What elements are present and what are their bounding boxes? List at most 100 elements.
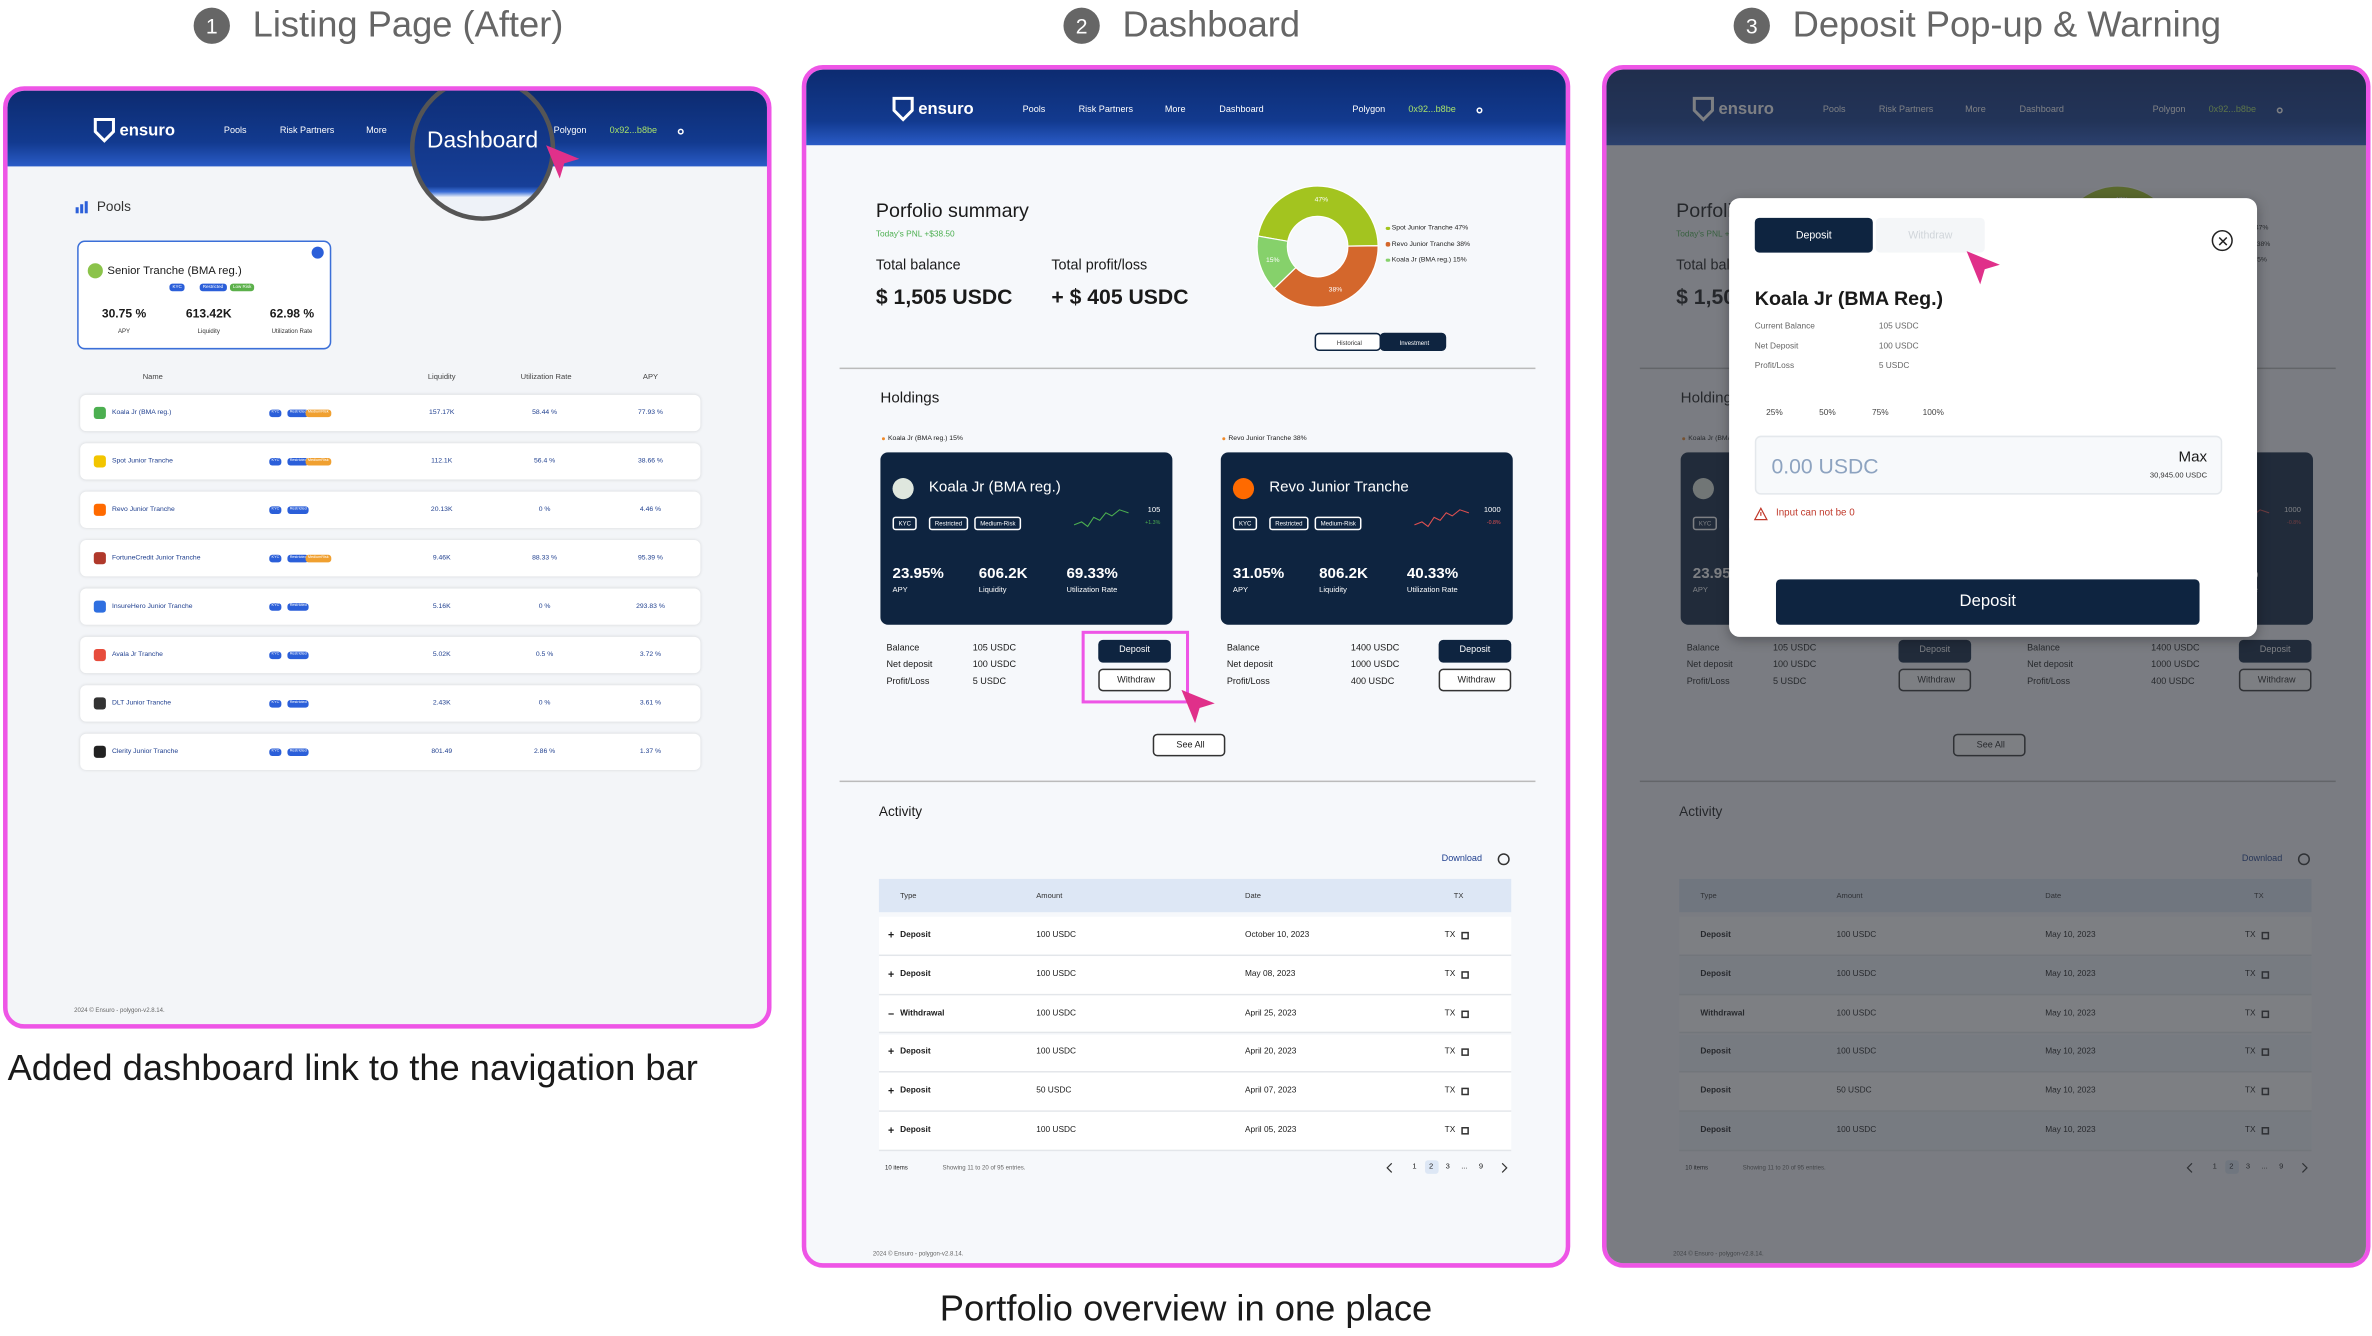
submit-button[interactable]: Deposit	[1775, 579, 2200, 625]
tag: Restricted	[287, 457, 310, 465]
detail-value: 105 USDC	[1878, 322, 1919, 332]
wallet: 0x92...b8be	[609, 127, 658, 137]
modal-tab[interactable]: Withdraw	[1875, 217, 1985, 253]
activity-date: May 08, 2023	[1245, 969, 1296, 979]
amount-input[interactable]: 0.00 USDC Max 30,945.00 USDC	[1754, 435, 2223, 495]
apy: 1.37 %	[639, 746, 662, 755]
legend-entry: Koala Jr (BMA reg.) 15%	[1391, 255, 1467, 264]
detail-value: 5 USDC	[1878, 361, 1910, 372]
available-balance: 30,945.00 USDC	[2149, 471, 2208, 481]
network: Polygon	[1352, 105, 1386, 115]
apy: 3.61 %	[639, 698, 662, 707]
close-button[interactable]	[2211, 229, 2233, 252]
stat-label: Liquidity	[197, 326, 220, 335]
pool-name: Spot Junior Tranche	[111, 456, 173, 465]
page-number[interactable]: 1	[1412, 1162, 1417, 1172]
pool-row	[80, 394, 701, 432]
stat-value: 806.2K	[1319, 565, 1368, 583]
logo-icon	[93, 117, 115, 143]
pool-row	[80, 733, 701, 770]
page-number[interactable]: 2	[1428, 1162, 1434, 1172]
nav-bar: ensuro Pools Risk Partners More Dashboard Pol…	[7, 90, 767, 167]
warning-icon	[1753, 507, 1768, 521]
donut-slice	[1273, 245, 1379, 308]
detail-value: 100 USDC	[972, 661, 1017, 671]
preset-chip[interactable]: 25%	[1766, 408, 1783, 418]
preset-chip[interactable]: 75%	[1872, 408, 1889, 418]
pool-row	[80, 540, 701, 577]
action-button[interactable]: Deposit	[1438, 639, 1512, 663]
tx-link: TX	[1444, 1086, 1456, 1096]
activity-type: Deposit	[900, 969, 931, 979]
activity-type: Deposit	[900, 1047, 931, 1057]
pool-name: Revo Junior Tranche	[1269, 479, 1409, 497]
stat-label: APY	[1232, 586, 1249, 596]
action-button[interactable]: Withdraw	[1098, 668, 1171, 692]
stat-label: APY	[892, 586, 908, 596]
page-number[interactable]: ...	[1461, 1162, 1468, 1172]
external-icon	[1461, 1009, 1469, 1018]
utilization: 58.44 %	[532, 408, 558, 416]
legend-label: Koala Jr (BMA reg.)	[1391, 255, 1452, 263]
pool-name: Senior Tranche (BMA reg.)	[107, 263, 242, 278]
max-button[interactable]: Max	[2178, 449, 2208, 466]
legend-swatch	[1385, 242, 1390, 247]
view-toggle: Historical	[1314, 332, 1382, 351]
page-number[interactable]: 9	[1478, 1162, 1484, 1172]
cursor-pointer	[1966, 251, 2000, 285]
liquidity: 112.1K	[431, 456, 453, 465]
tab-label: Withdraw	[1908, 229, 1953, 241]
legend-value: 38%	[1456, 239, 1471, 247]
tag: KYC	[269, 554, 282, 562]
pool-row	[80, 685, 701, 722]
tag: Restricted	[287, 748, 310, 756]
liquidity: 5.02K	[432, 650, 451, 658]
activity-amount: 100 USDC	[1036, 969, 1077, 979]
action-button[interactable]: Deposit	[1098, 639, 1171, 663]
pool-name: Koala Jr (BMA reg.)	[111, 408, 172, 416]
action-label: Withdraw	[1117, 676, 1156, 686]
tag: Restricted	[287, 651, 310, 659]
activity-date: April 20, 2023	[1245, 1047, 1297, 1057]
spark-change: -0.8%	[1486, 519, 1501, 526]
donut-slice	[1257, 185, 1379, 247]
footer: 2024 © Ensuro - polygon-v2.8.14.	[872, 1249, 964, 1258]
tag: Restricted	[287, 700, 310, 707]
external-icon	[1461, 1127, 1469, 1135]
legend-value: 47%	[1454, 223, 1469, 232]
tag: Low Risk	[229, 283, 255, 292]
pool-row	[80, 443, 701, 480]
column-header: Name	[142, 372, 163, 382]
balance: $ 1,505 USDC	[875, 284, 1013, 309]
pool-name: Clerity Junior Tranche	[111, 746, 179, 755]
preset-chip[interactable]: 100%	[1922, 408, 1944, 418]
stat-label: Utilization Rate	[271, 326, 313, 335]
nav-bar: ensuro Pools Risk Partners More Dashboard Pol…	[806, 69, 1566, 146]
donut-slice	[1256, 235, 1297, 290]
external-icon	[1461, 931, 1469, 940]
utilization: 0 %	[538, 698, 551, 707]
utilization: 0 %	[538, 504, 551, 513]
step-badge	[1063, 7, 1100, 44]
entries: Showing 11 to 20 of 95 entries.	[942, 1163, 1026, 1171]
column-header: Liquidity	[427, 372, 456, 382]
preset-chip[interactable]: 50%	[1819, 408, 1836, 418]
pool-row	[80, 588, 701, 625]
column-header: Utilization Rate	[520, 372, 572, 382]
divider	[839, 780, 1536, 783]
page-title: Pools	[96, 198, 131, 215]
page-size: 10 items	[884, 1163, 908, 1171]
detail-label: Profit/Loss	[1226, 677, 1270, 687]
button-label: See All	[1176, 741, 1205, 751]
tag: MediumRisk	[305, 457, 331, 465]
see-all-button[interactable]: See All	[1152, 733, 1226, 757]
pool-name: DLT Junior Tranche	[111, 698, 172, 707]
action-button[interactable]: Withdraw	[1438, 668, 1512, 692]
modal-tab[interactable]: Deposit	[1754, 217, 1873, 253]
activity-amount: 50 USDC	[1036, 1086, 1072, 1096]
section-title: Holdings	[880, 390, 940, 407]
page-number[interactable]: 3	[1445, 1162, 1450, 1172]
pool-row	[80, 636, 701, 674]
row-sign: +	[887, 1048, 895, 1059]
detail-value: 105 USDC	[972, 644, 1017, 654]
